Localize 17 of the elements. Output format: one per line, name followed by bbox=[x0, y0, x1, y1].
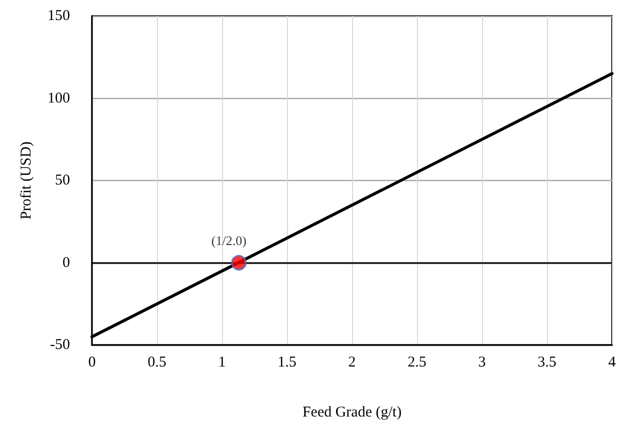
x-tick-label: 0 bbox=[88, 354, 96, 370]
y-tick-label: -50 bbox=[50, 337, 70, 353]
x-tick-label: 3.5 bbox=[538, 354, 556, 370]
y-tick-label: 150 bbox=[48, 8, 70, 24]
x-tick-label: 2.5 bbox=[408, 354, 426, 370]
x-tick-label: 4 bbox=[608, 354, 616, 370]
y-tick-label: 100 bbox=[48, 90, 70, 106]
x-tick-label: 1 bbox=[218, 354, 226, 370]
y-tick-label: 50 bbox=[55, 172, 70, 188]
y-tick-label: 0 bbox=[62, 254, 70, 271]
y-axis-title: Profit (USD) bbox=[18, 142, 34, 220]
x-axis-title: Feed Grade (g/t) bbox=[302, 404, 402, 420]
x-tick-label: 1.5 bbox=[278, 354, 296, 370]
annotation: (1/2.0) bbox=[211, 232, 246, 248]
x-tick-label: 3 bbox=[478, 354, 486, 370]
x-tick-label: 2 bbox=[348, 354, 356, 370]
x-tick-label: 0.5 bbox=[148, 354, 166, 370]
